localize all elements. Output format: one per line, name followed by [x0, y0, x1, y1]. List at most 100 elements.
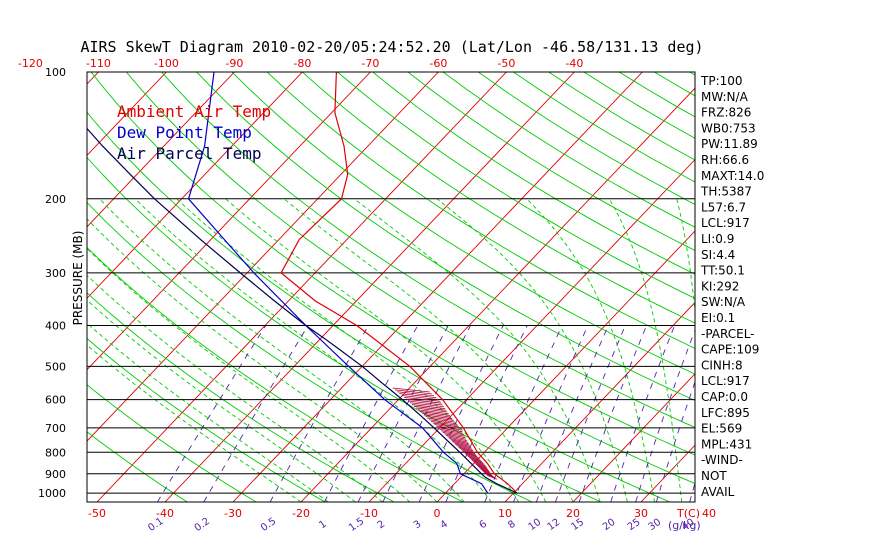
cape-hatch-line [466, 454, 480, 460]
moist-adiabat-line [87, 218, 438, 502]
top-temperature-tick-label: -80 [293, 57, 311, 70]
index-item: TT:50.1 [700, 264, 745, 278]
moist-adiabat-line [87, 247, 411, 502]
cape-hatch-line [445, 434, 467, 440]
isotherm-line [164, 72, 575, 502]
cape-hatch-line [486, 474, 498, 480]
moist-adiabat-line [87, 274, 383, 502]
top-temperature-tick-label: -110 [86, 57, 111, 70]
moist-adiabat-line [87, 322, 329, 502]
cape-hatch-line [392, 387, 430, 393]
cape-hatch-line [450, 439, 469, 445]
cape-hatch-line [434, 424, 461, 429]
pressure-tick-label: 800 [45, 446, 66, 459]
index-item: LCL:917 [701, 216, 750, 230]
dry-adiabat-line [372, 72, 695, 275]
cape-hatch-line [473, 461, 486, 466]
index-item: AVAIL [701, 485, 735, 499]
isotherm-line [436, 230, 695, 502]
cape-hatch-line [399, 393, 437, 399]
cape-hatch-line [429, 419, 457, 425]
mixing-ratio-line [513, 325, 589, 502]
dry-adiabat-line [302, 72, 695, 324]
legend: Ambient Air Temp Dew Point Temp Air Parc… [117, 102, 271, 163]
pressure-tick-label: 700 [45, 422, 66, 435]
mixing-ratio-line [418, 325, 504, 502]
pressure-tick-label: 1000 [38, 487, 66, 500]
pressure-tick-label: 300 [45, 267, 66, 280]
grid-layer [87, 72, 695, 502]
cape-hatch-line [421, 412, 452, 418]
moist-adiabat-line [176, 198, 519, 502]
mixing-ratio-line [382, 325, 471, 502]
cape-hatch-line [397, 391, 434, 397]
pressure-tick-label: 900 [45, 468, 66, 481]
index-item: EL:569 [701, 422, 742, 436]
dry-adiabat-line [87, 156, 602, 502]
mixing-ratio-tick-label: 1 [317, 519, 329, 532]
cape-hatch-line [432, 422, 459, 428]
bottom-temperature-tick-label: 10 [498, 507, 512, 520]
index-item: LCL:917 [701, 374, 750, 388]
index-item: EI:0.1 [701, 311, 735, 325]
cape-hatch-line [463, 451, 478, 457]
isotherm-line [96, 72, 507, 502]
moist-adiabat-line [526, 198, 656, 502]
bottom-temperature-tick-label: -30 [224, 507, 242, 520]
mixing-ratio-line [535, 325, 609, 502]
bottom-temperature-tick-label: 40 [702, 507, 716, 520]
mixing-ratio-line [578, 325, 648, 502]
index-item: TP:100 [700, 74, 743, 88]
dry-adiabat-line [231, 72, 695, 375]
index-item: MPL:431 [701, 437, 752, 451]
index-item: TH:5387 [700, 185, 752, 199]
index-item: -WIND- [701, 453, 743, 467]
cape-hatch-line [478, 466, 489, 472]
cape-hatch-line [479, 467, 490, 473]
mixing-ratio-line [445, 325, 528, 502]
isotherm-line [232, 72, 643, 502]
isotherm-line [87, 72, 439, 442]
cape-hatch-line [459, 447, 475, 453]
mixing-ratio-tick-label: 6 [478, 519, 490, 532]
bottom-temperature-tick-label: 0 [434, 507, 441, 520]
cape-hatch-line [427, 417, 456, 423]
cape-hatch-line [462, 450, 477, 456]
mixing-ratio-tick-label: 3 [412, 519, 424, 532]
dry-adiabat-line [87, 431, 188, 502]
dry-adiabat-line [266, 72, 695, 349]
moist-adiabat-line [676, 198, 695, 316]
dry-adiabat-line [87, 111, 671, 502]
y-axis-label: PRESSURE (MB) [71, 231, 85, 326]
pressure-tick-label: 500 [45, 360, 66, 373]
bottom-temperature-tick-label: 30 [634, 507, 648, 520]
x-axis-unit-label: T(C) [676, 507, 700, 520]
legend-ambient: Ambient Air Temp [117, 102, 271, 121]
bottom-temperature-tick-label: -50 [88, 507, 106, 520]
bottom-temperature-tick-label: -10 [360, 507, 378, 520]
cape-hatch-line [483, 471, 493, 476]
index-item: CINH:8 [701, 358, 743, 372]
dry-adiabat-line [87, 292, 395, 502]
index-item: CAP:0.0 [701, 390, 748, 404]
dry-adiabat-line [196, 72, 695, 401]
cape-hatch-line [454, 443, 472, 449]
dry-adiabat-line [337, 72, 695, 299]
isotherm-line [87, 72, 303, 299]
mixing-ratio-tick-label: 4 [439, 519, 451, 532]
ambient-temp-line [280, 72, 518, 494]
cape-hatch-line [404, 396, 441, 402]
bottom-temperature-tick-label: -20 [292, 507, 310, 520]
cape-hatch-line [457, 446, 474, 452]
isotherm-line [504, 301, 695, 502]
cape-hatch-line [456, 445, 473, 450]
bottom-temperature-tick-label: -40 [156, 507, 174, 520]
moist-adiabat-line [283, 198, 574, 502]
index-item: FRZ:826 [701, 106, 751, 120]
cape-hatch-layer [392, 387, 498, 480]
cape-hatch-line [409, 402, 444, 408]
moist-adiabat-line [87, 299, 356, 502]
